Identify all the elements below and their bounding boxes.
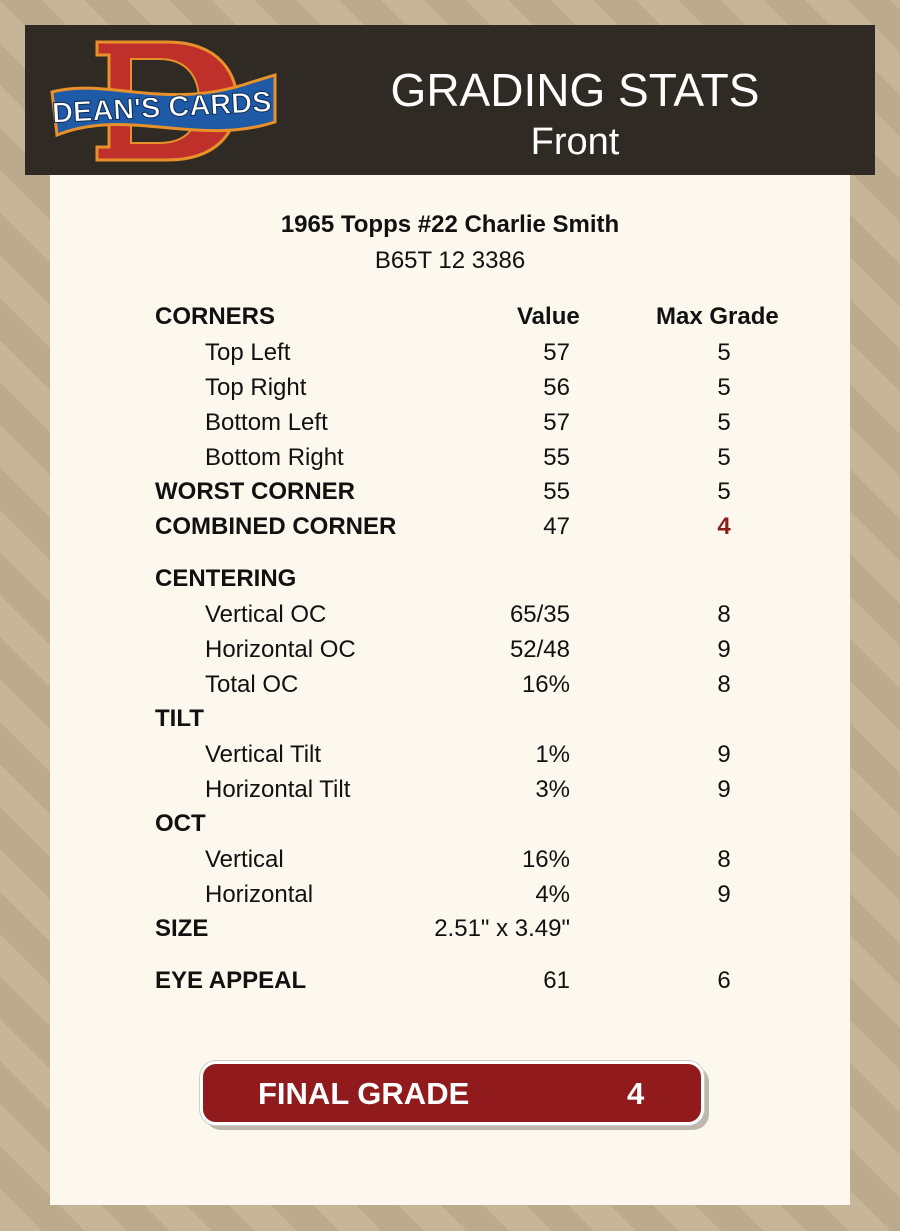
stat-value: 4% xyxy=(535,881,570,908)
stat-label: Vertical xyxy=(205,846,284,873)
page-title: GRADING STATS xyxy=(390,64,760,116)
stat-max-grade: 9 xyxy=(717,636,731,663)
stat-value: 56 xyxy=(543,374,570,401)
stat-label: CENTERING xyxy=(155,565,297,592)
stat-label: Horizontal OC xyxy=(205,636,356,663)
stat-value: 52/48 xyxy=(509,636,570,663)
stat-row: SIZE 2.51" x 3.49" xyxy=(50,915,850,945)
final-grade-label: FINAL GRADE xyxy=(258,1076,470,1111)
stat-label: WORST CORNER xyxy=(155,478,355,505)
stat-value: 3% xyxy=(535,776,570,803)
stat-value: 16% xyxy=(521,671,570,698)
stat-value: 2.51" x 3.49" xyxy=(434,915,570,942)
stat-row: Vertical OC 65/35 8 xyxy=(50,601,850,631)
stat-row: Vertical 16% 8 xyxy=(50,846,850,876)
stat-max-grade: 9 xyxy=(717,741,731,768)
stat-max-grade: 5 xyxy=(717,374,731,401)
stat-max-grade: 9 xyxy=(717,881,731,908)
stat-label: Total OC xyxy=(205,671,299,698)
stat-label: Bottom Right xyxy=(205,444,344,471)
stat-label: Vertical OC xyxy=(205,601,327,628)
stat-row: Total OC 16% 8 xyxy=(50,671,850,701)
stat-row: EYE APPEAL 61 6 xyxy=(50,967,850,997)
column-header-value: Value xyxy=(517,303,580,330)
stat-row: COMBINED CORNER 47 4 xyxy=(50,513,850,543)
stat-value: 1% xyxy=(535,741,570,768)
stat-label: Horizontal xyxy=(205,881,314,908)
stat-value: 16% xyxy=(521,846,570,873)
stat-label: Bottom Left xyxy=(205,409,328,436)
stats-panel: 1965 Topps #22 Charlie Smith B65T 12 338… xyxy=(50,175,850,1205)
stat-value: 47 xyxy=(543,513,570,540)
stat-value: 55 xyxy=(543,444,570,471)
stat-row: Bottom Right 55 5 xyxy=(50,444,850,474)
stat-row: Horizontal Tilt 3% 9 xyxy=(50,776,850,806)
stat-max-grade: 9 xyxy=(717,776,731,803)
stat-value: 57 xyxy=(543,409,570,436)
stat-label: EYE APPEAL xyxy=(155,967,307,994)
stat-row: TILT xyxy=(50,705,850,735)
stat-value: 65/35 xyxy=(509,601,570,628)
stat-row: OCT xyxy=(50,810,850,840)
stat-max-grade: 5 xyxy=(717,444,731,471)
stat-row: CENTERING xyxy=(50,565,850,595)
stat-label: Top Left xyxy=(205,339,291,366)
final-grade-badge: FINAL GRADE 4 xyxy=(200,1061,704,1125)
header: DEAN'S CARDS GRADING STATS Front xyxy=(25,25,875,175)
stat-row: Top Right 56 5 xyxy=(50,374,850,404)
stat-row: WORST CORNER 55 5 xyxy=(50,478,850,508)
stat-value: 57 xyxy=(543,339,570,366)
stat-max-grade: 8 xyxy=(717,846,731,873)
stat-max-grade: 6 xyxy=(717,967,731,994)
stat-label: SIZE xyxy=(155,915,209,942)
final-grade-value: 4 xyxy=(627,1076,645,1111)
stat-row: Horizontal OC 52/48 9 xyxy=(50,636,850,666)
stat-row: Top Left 57 5 xyxy=(50,339,850,369)
stat-value: 61 xyxy=(543,967,570,994)
stat-row: Horizontal 4% 9 xyxy=(50,881,850,911)
deans-cards-logo: DEAN'S CARDS xyxy=(50,40,277,162)
page-subtitle: Front xyxy=(530,121,620,163)
stat-max-grade: 8 xyxy=(717,601,731,628)
stat-row: CORNERS Value Max Grade xyxy=(50,303,850,333)
stat-row: Vertical Tilt 1% 9 xyxy=(50,741,850,771)
stat-label: Horizontal Tilt xyxy=(205,776,351,803)
stat-label: Top Right xyxy=(205,374,307,401)
stat-label: CORNERS xyxy=(155,303,276,330)
stat-max-grade: 5 xyxy=(717,409,731,436)
stat-max-grade: 5 xyxy=(717,478,731,505)
stat-max-grade: 5 xyxy=(717,339,731,366)
cert-number: B65T 12 3386 xyxy=(374,247,526,274)
stat-value: 55 xyxy=(543,478,570,505)
stat-label: OCT xyxy=(155,810,206,837)
stat-row: Bottom Left 57 5 xyxy=(50,409,850,439)
stat-label: Vertical Tilt xyxy=(205,741,322,768)
stat-label: TILT xyxy=(155,705,204,732)
stat-label: COMBINED CORNER xyxy=(155,513,397,540)
column-header-max-grade: Max Grade xyxy=(656,303,779,330)
stat-max-grade: 8 xyxy=(717,671,731,698)
card-name: 1965 Topps #22 Charlie Smith xyxy=(280,211,620,238)
stat-max-grade: 4 xyxy=(717,513,731,540)
